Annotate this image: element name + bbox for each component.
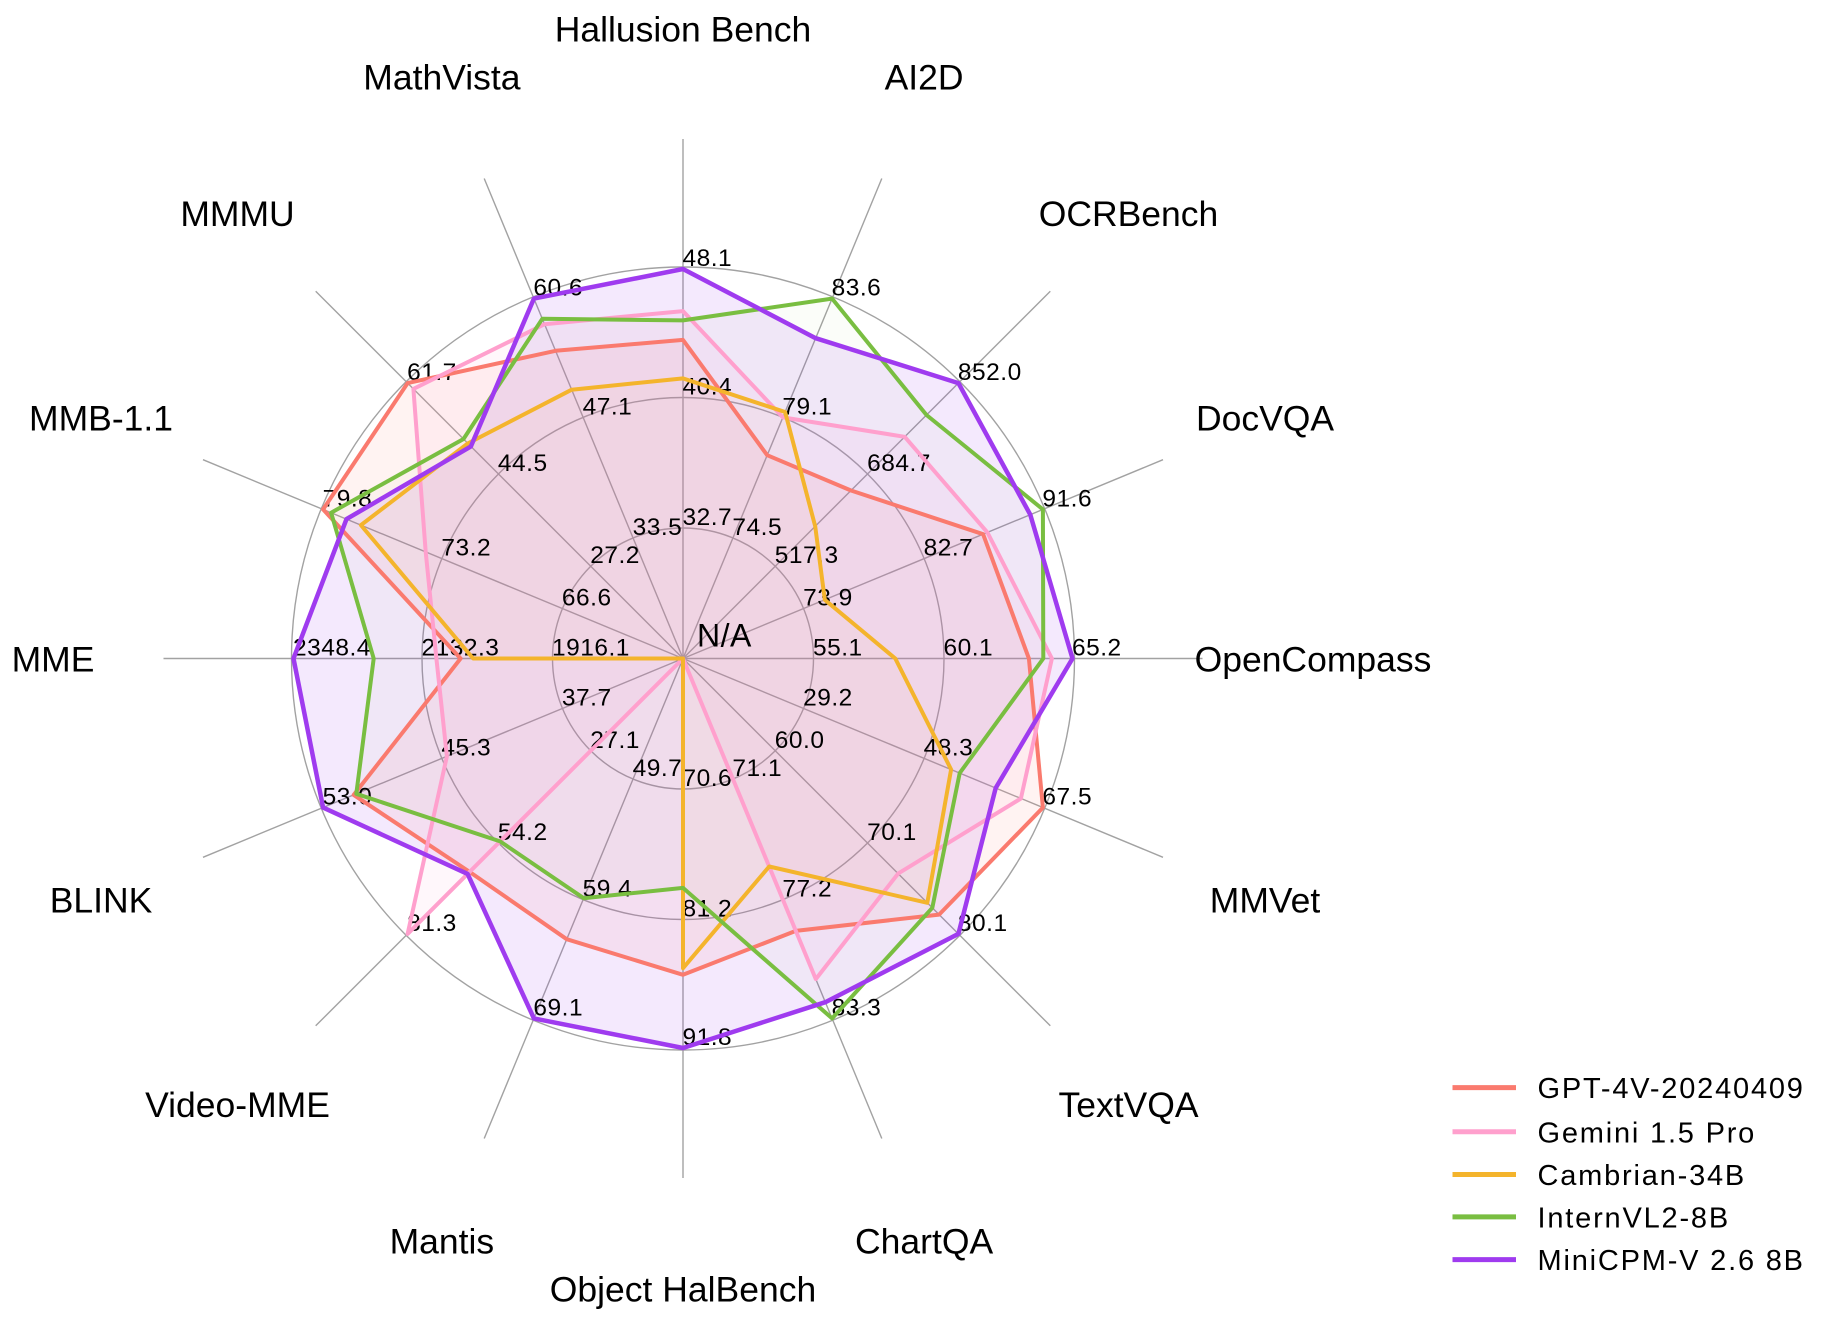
svg-text:79.1: 79.1	[782, 393, 832, 420]
svg-text:2348.4: 2348.4	[293, 635, 371, 662]
svg-text:80.1: 80.1	[958, 910, 1008, 937]
svg-text:29.2: 29.2	[803, 684, 853, 711]
svg-text:65.2: 65.2	[1072, 635, 1122, 662]
svg-text:Cambrian-34B: Cambrian-34B	[1538, 1160, 1747, 1192]
svg-text:OpenCompass: OpenCompass	[1195, 640, 1432, 680]
svg-text:71.1: 71.1	[732, 755, 782, 782]
svg-text:74.5: 74.5	[732, 514, 782, 541]
svg-text:73.9: 73.9	[803, 585, 853, 612]
svg-text:852.0: 852.0	[958, 359, 1022, 386]
svg-text:InternVL2-8B: InternVL2-8B	[1538, 1202, 1731, 1234]
svg-text:MME: MME	[12, 639, 95, 679]
svg-text:N/A: N/A	[697, 618, 752, 654]
svg-text:27.1: 27.1	[590, 727, 640, 754]
svg-text:60.1: 60.1	[944, 635, 994, 662]
svg-text:MMMU: MMMU	[180, 194, 294, 234]
svg-text:32.7: 32.7	[683, 504, 733, 531]
svg-text:81.3: 81.3	[407, 910, 457, 937]
svg-text:60.0: 60.0	[775, 727, 825, 754]
svg-text:Hallusion Bench: Hallusion Bench	[555, 10, 812, 50]
svg-text:91.6: 91.6	[1042, 485, 1092, 512]
svg-text:ChartQA: ChartQA	[855, 1222, 993, 1262]
svg-text:MMVet: MMVet	[1210, 881, 1321, 921]
svg-text:Video-MME: Video-MME	[145, 1085, 330, 1125]
svg-text:MMB-1.1: MMB-1.1	[29, 398, 173, 438]
svg-text:Mantis: Mantis	[390, 1222, 495, 1262]
svg-text:OCRBench: OCRBench	[1039, 194, 1219, 234]
svg-text:49.7: 49.7	[633, 755, 683, 782]
svg-text:517.3: 517.3	[775, 542, 839, 569]
svg-text:TextVQA: TextVQA	[1058, 1085, 1198, 1125]
svg-text:Object HalBench: Object HalBench	[550, 1270, 816, 1310]
svg-text:MiniCPM-V 2.6 8B: MiniCPM-V 2.6 8B	[1538, 1245, 1805, 1277]
svg-text:73.2: 73.2	[441, 535, 491, 562]
svg-text:70.6: 70.6	[683, 765, 733, 792]
svg-text:69.1: 69.1	[533, 994, 583, 1021]
svg-text:BLINK: BLINK	[50, 881, 153, 921]
svg-text:48.1: 48.1	[683, 245, 733, 272]
svg-text:27.2: 27.2	[590, 542, 640, 569]
svg-text:44.5: 44.5	[498, 450, 548, 477]
svg-text:MathVista: MathVista	[363, 57, 520, 97]
svg-text:Gemini 1.5 Pro: Gemini 1.5 Pro	[1538, 1117, 1757, 1149]
svg-text:48.3: 48.3	[924, 734, 974, 761]
svg-text:66.6: 66.6	[562, 585, 612, 612]
svg-text:47.1: 47.1	[583, 393, 633, 420]
svg-text:67.5: 67.5	[1042, 784, 1092, 811]
svg-text:82.7: 82.7	[924, 535, 974, 562]
svg-text:70.1: 70.1	[867, 819, 917, 846]
svg-text:45.3: 45.3	[441, 734, 491, 761]
svg-text:83.6: 83.6	[832, 275, 882, 302]
svg-text:GPT-4V-20240409: GPT-4V-20240409	[1538, 1073, 1805, 1105]
svg-text:54.2: 54.2	[498, 819, 548, 846]
svg-text:DocVQA: DocVQA	[1196, 398, 1334, 438]
svg-text:AI2D: AI2D	[885, 57, 964, 97]
svg-text:55.1: 55.1	[813, 635, 863, 662]
svg-text:33.5: 33.5	[633, 514, 683, 541]
svg-text:37.7: 37.7	[562, 684, 612, 711]
